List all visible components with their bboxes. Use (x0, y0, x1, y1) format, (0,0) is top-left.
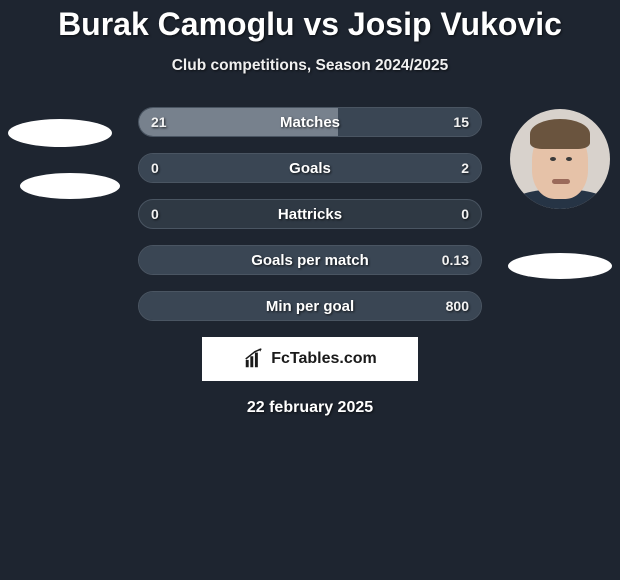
stat-value-right: 0 (461, 206, 469, 222)
player2-face-icon (510, 109, 610, 209)
player2-name: Josip Vukovic (348, 6, 562, 42)
stat-row: 0 Hattricks 0 (138, 199, 482, 229)
player1-placeholder-oval (8, 119, 112, 147)
date-label: 22 february 2025 (0, 399, 620, 417)
subtitle: Club competitions, Season 2024/2025 (0, 57, 620, 75)
stat-label: Matches (280, 114, 340, 131)
player2-club-placeholder-oval (508, 253, 612, 279)
stat-row: 0 Goals 2 (138, 153, 482, 183)
brand-badge: FcTables.com (202, 337, 418, 381)
stat-value-left: 21 (151, 114, 167, 130)
bar-chart-icon (243, 348, 265, 370)
player1-name: Burak Camoglu (58, 6, 294, 42)
stat-rows: 21 Matches 15 0 Goals 2 0 Hattricks 0 Goals per m… (138, 107, 482, 321)
stat-label: Min per goal (266, 298, 354, 315)
stat-value-right: 800 (446, 298, 469, 314)
stat-row: Min per goal 800 (138, 291, 482, 321)
brand-text: FcTables.com (271, 350, 377, 368)
stat-value-left: 0 (151, 160, 159, 176)
stat-value-right: 0.13 (442, 252, 469, 268)
player2-avatar (510, 109, 610, 209)
stat-label: Goals (289, 160, 331, 177)
comparison-panel: 21 Matches 15 0 Goals 2 0 Hattricks 0 Goals per m… (0, 107, 620, 417)
vs-label: vs (303, 6, 339, 42)
player1-club-placeholder-oval (20, 173, 120, 199)
stat-label: Goals per match (251, 252, 369, 269)
stat-label: Hattricks (278, 206, 342, 223)
stat-row: Goals per match 0.13 (138, 245, 482, 275)
stat-value-left: 0 (151, 206, 159, 222)
stat-value-right: 15 (453, 114, 469, 130)
stat-value-right: 2 (461, 160, 469, 176)
stat-row: 21 Matches 15 (138, 107, 482, 137)
comparison-title: Burak Camoglu vs Josip Vukovic (0, 0, 620, 43)
